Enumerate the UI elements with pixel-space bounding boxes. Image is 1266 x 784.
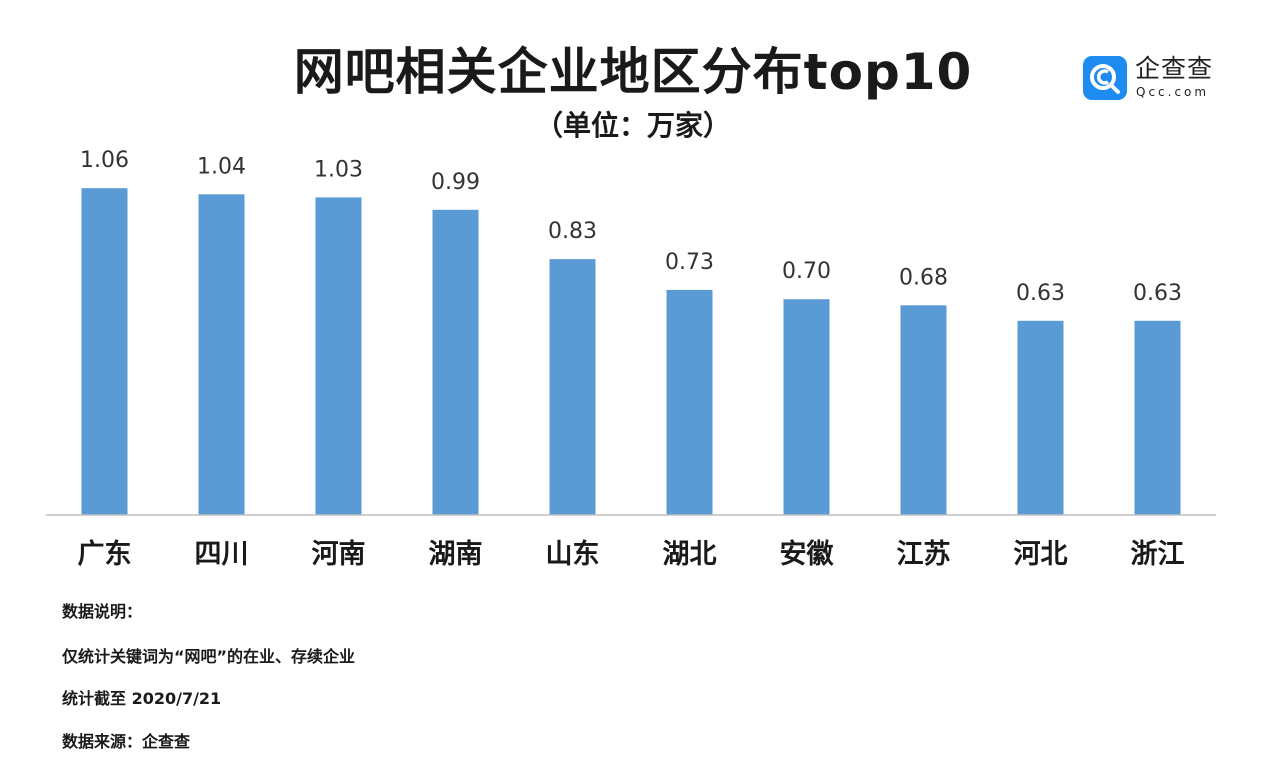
x-tick-label-1: 广东 (78, 538, 132, 570)
bar-6 (666, 289, 713, 515)
bar-5 (549, 259, 596, 515)
data-label-5: 0.83 (548, 219, 597, 244)
bar-2 (198, 194, 245, 516)
chart-subtitle: （单位：万家） (534, 109, 731, 142)
data-label-7: 0.70 (782, 259, 831, 284)
data-label-6: 0.73 (665, 250, 714, 275)
x-tick-label-4: 湖南 (429, 539, 483, 570)
qcc-logo-icon (1083, 56, 1127, 100)
x-tick-label-2: 四川 (195, 539, 249, 570)
bar-10 (1134, 320, 1181, 516)
data-label-2: 1.04 (197, 154, 246, 179)
bar-1 (81, 188, 128, 515)
data-label-1: 1.06 (80, 148, 129, 173)
data-label-3: 1.03 (314, 157, 363, 182)
notes-heading: 数据说明： (62, 602, 143, 621)
x-tick-label-6: 湖北 (663, 539, 717, 570)
brand-name: 企查查 (1135, 54, 1214, 83)
bar-4 (432, 209, 479, 516)
x-tick-label-9: 河北 (1014, 539, 1068, 570)
notes-source: 数据来源：企查查 (62, 732, 191, 751)
x-tick-label-10: 浙江 (1131, 539, 1185, 570)
bar-8 (900, 305, 947, 515)
x-tick-label-7: 安徽 (780, 539, 835, 570)
bar-9 (1017, 320, 1064, 516)
bar-3 (315, 197, 362, 515)
notes-line-1: 仅统计关键词为“网吧”的在业、存续企业 (62, 647, 356, 666)
bar-7 (783, 299, 830, 515)
data-label-9: 0.63 (1016, 281, 1065, 306)
chart-title: 网吧相关企业地区分布top10 (293, 43, 973, 101)
x-tick-label-8: 江苏 (897, 539, 951, 570)
brand-domain: Qcc.com (1136, 85, 1210, 99)
notes-line-2: 统计截至 2020/7/21 (62, 689, 222, 708)
bar-chart: 1.06 广东 1.04 四川 1.03 河南 0.99 湖南 0.83 山东 0.73 湖北 0.70… (46, 148, 1216, 570)
brand-logo: 企查查 Qcc.com (1083, 54, 1233, 102)
data-label-4: 0.99 (431, 170, 480, 195)
x-tick-label-5: 山东 (546, 538, 600, 570)
bars-layer: 1.06 广东 1.04 四川 1.03 河南 0.99 湖南 0.83 山东 0.73 湖北 0.70… (78, 148, 1185, 570)
data-label-8: 0.68 (899, 265, 948, 290)
x-tick-label-3: 河南 (312, 539, 366, 570)
data-label-10: 0.63 (1133, 281, 1182, 306)
